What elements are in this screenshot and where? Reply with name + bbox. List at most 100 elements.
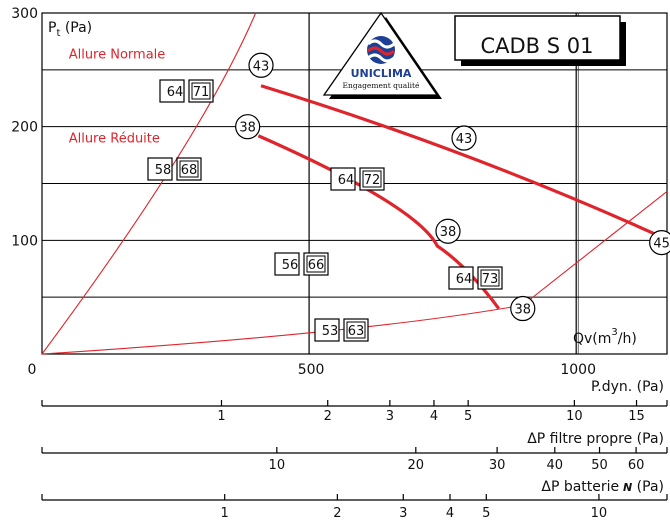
lw-value: 58 — [155, 163, 172, 178]
scale-tick-label: 10 — [591, 506, 608, 521]
sound-level-pair: 58 68 — [147, 157, 202, 181]
operating-point-annotations: 43 38 43 38 45 38 64 71 58 68 64 72 56 66 64 73 53 63 — [147, 52, 670, 342]
scale-tick-label: 3 — [399, 506, 407, 521]
operating-point: 38 — [435, 218, 461, 244]
network-curve — [41, 12, 257, 355]
y-tick-label: 200 — [11, 120, 38, 136]
la-box-inner — [306, 255, 326, 273]
logo-emblem — [367, 36, 395, 64]
lw-box — [159, 79, 185, 103]
lw-value: 53 — [322, 324, 339, 339]
x-axis-ticks: 0 500 1000 — [28, 362, 596, 378]
scale-tick-label: 5 — [464, 409, 472, 424]
x-tick-label: 0 — [28, 362, 37, 378]
regime-label: Allure Réduite — [69, 132, 160, 147]
operating-point-circle — [435, 218, 461, 244]
scale-tick-label: 10 — [566, 409, 583, 424]
sound-level-pair: 64 71 — [159, 79, 214, 103]
operating-point-value: 43 — [253, 59, 270, 74]
scale-tick-label: 1 — [221, 506, 229, 521]
lw-box — [314, 318, 340, 342]
lw-value: 64 — [167, 85, 184, 100]
secondary-scale: 1 2 3 4 5 10 15 P.dyn. (Pa) — [41, 379, 668, 424]
la-value: 72 — [364, 173, 381, 188]
regime-label: Allure Normale — [69, 47, 166, 62]
y-axis-label: Pt (Pa) — [48, 20, 92, 39]
sound-level-pair: 53 63 — [314, 318, 369, 342]
fan-curve — [260, 84, 670, 243]
secondary-scale: 10 20 30 40 50 60 ΔP filtre propre (Pa) — [41, 431, 668, 473]
la-box-outer — [188, 79, 214, 103]
lw-value: 56 — [282, 258, 299, 273]
scale-tick-label: 15 — [628, 409, 645, 424]
scale-tick-label: 10 — [269, 458, 286, 473]
la-value: 63 — [348, 324, 365, 339]
operating-point-value: 38 — [514, 303, 531, 318]
operating-point: 38 — [235, 114, 261, 140]
scale-name: P.dyn. (Pa) — [591, 379, 664, 395]
scale-tick-label: 1 — [217, 409, 225, 424]
operating-point: 43 — [248, 52, 274, 78]
scale-tick-label: 40 — [547, 458, 564, 473]
x-tick-label: 500 — [298, 362, 325, 378]
la-value: 68 — [181, 163, 198, 178]
logo-tagline: Engagement qualité — [343, 81, 421, 90]
y-tick-label: 100 — [11, 233, 38, 249]
chart-title: CADB S 01 — [480, 34, 593, 58]
lw-box — [147, 157, 173, 181]
operating-point-circle — [451, 125, 477, 151]
la-box-outer — [176, 157, 202, 181]
la-value: 71 — [193, 85, 210, 100]
scale-tick-label: 60 — [628, 458, 645, 473]
la-value: 66 — [308, 258, 325, 273]
operating-point-circle — [235, 114, 261, 140]
operating-point-circle — [510, 295, 536, 322]
x-tick-label: 1000 — [560, 362, 596, 378]
la-value: 73 — [482, 272, 499, 287]
regime-labels: Allure Normale Allure Réduite — [69, 47, 166, 146]
chart-title-box: CADB S 01 — [454, 15, 626, 66]
y-tick-label: 300 — [11, 6, 38, 22]
la-box-outer — [477, 266, 503, 290]
scale-tick-label: 2 — [333, 506, 341, 521]
y-axis-ticks: 100 200 300 — [11, 6, 38, 249]
operating-point-circle — [649, 230, 670, 256]
la-box-inner — [179, 160, 199, 178]
brand-logo: UNICLIMA Engagement qualité — [322, 11, 442, 99]
scale-tick-label: 50 — [591, 458, 608, 473]
operating-point-circle — [248, 52, 274, 78]
la-box-inner — [346, 321, 366, 339]
sound-level-pair: 64 73 — [448, 266, 503, 290]
scale-tick-label: 5 — [482, 506, 490, 521]
la-box-inner — [191, 82, 211, 100]
operating-point-value: 45 — [653, 237, 670, 252]
sound-level-pair: 56 66 — [274, 252, 329, 276]
scale-name: ΔP filtre propre (Pa) — [527, 431, 664, 447]
lw-box — [330, 167, 356, 191]
scale-tick-label: 20 — [408, 458, 425, 473]
grid-lines — [42, 13, 667, 354]
operating-point-value: 43 — [456, 132, 473, 147]
operating-point: 38 — [510, 295, 536, 322]
scale-tick-label: 30 — [489, 458, 506, 473]
scale-tick-label: 4 — [446, 506, 454, 521]
lw-value: 64 — [456, 272, 473, 287]
la-box-inner — [480, 269, 500, 287]
la-box-inner — [362, 170, 382, 188]
secondary-scale: 1 2 3 4 5 10 ΔP batterie N (Pa) — [41, 479, 668, 521]
scale-tick-label: 3 — [386, 409, 394, 424]
lw-box — [448, 266, 474, 290]
x-axis-label: Qv(m3/h) — [573, 327, 637, 347]
operating-point-value: 38 — [239, 121, 256, 136]
logo-brand-name: UNICLIMA — [351, 67, 412, 80]
sound-level-pair: 64 72 — [330, 167, 385, 191]
la-box-outer — [359, 167, 385, 191]
la-box-outer — [343, 318, 369, 342]
scale-tick-label: 4 — [430, 409, 438, 424]
coil-icon: N — [619, 481, 632, 494]
operating-point: 45 — [649, 230, 670, 256]
operating-point: 43 — [451, 125, 477, 151]
lw-box — [274, 252, 300, 276]
